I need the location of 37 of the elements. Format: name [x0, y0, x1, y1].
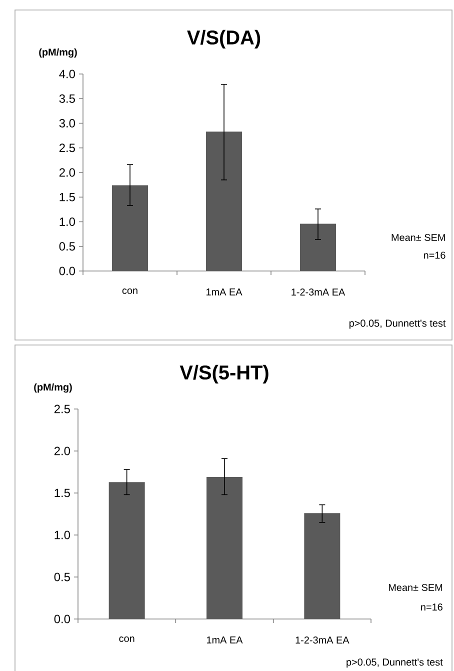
x-tick-label: 1mA EA — [206, 288, 242, 296]
y-tick-label: 1.0 — [54, 530, 70, 540]
y-tick-label: 1.0 — [60, 218, 76, 226]
y-tick-label: 1.5 — [60, 192, 75, 202]
x-tick-label: 1-2-3mA EA — [292, 288, 346, 296]
bar — [206, 477, 242, 619]
chart-title: V/S(5-HT) — [180, 364, 268, 384]
y-tick-label: 3.5 — [59, 94, 75, 103]
bar — [304, 513, 340, 619]
text: Mean± SEM — [388, 584, 442, 592]
x-tick-label: con — [122, 288, 138, 294]
y-tick-label: 2.5 — [59, 144, 75, 152]
bar — [108, 482, 145, 619]
y-tick-label: 1.5 — [54, 488, 70, 498]
y-tick-label: 0.5 — [54, 572, 70, 582]
bar — [112, 185, 148, 271]
text: Mean± SEM — [392, 234, 445, 242]
bar — [206, 132, 242, 271]
y-tick-label: 2.5 — [54, 404, 70, 414]
bar — [300, 224, 336, 271]
y-tick-label: 0.0 — [59, 266, 76, 276]
y-tick-label: 2.0 — [59, 168, 76, 177]
x-tick-label: 1mA EA — [206, 636, 243, 644]
text: p>0.05, Dunnett's test — [346, 658, 443, 668]
y-tick-label: 0.5 — [59, 242, 75, 251]
x-tick-label: con — [119, 636, 134, 642]
x-tick-label: 1-2-3mA EA — [296, 636, 350, 644]
y-axis-title: (pM/mg) — [39, 48, 77, 58]
y-tick-label: 3.0 — [59, 119, 76, 128]
y-tick-label: 0.0 — [54, 614, 70, 624]
text: p>0.05, Dunnett's test — [349, 320, 446, 329]
y-tick-label: 4.0 — [59, 70, 76, 78]
y-tick-label: 2.0 — [54, 446, 70, 456]
chart-title: V/S(DA) — [187, 30, 260, 49]
y-axis-title: (pM/mg) — [34, 383, 72, 393]
text: n=16 — [424, 252, 446, 259]
text: n=16 — [421, 604, 442, 611]
